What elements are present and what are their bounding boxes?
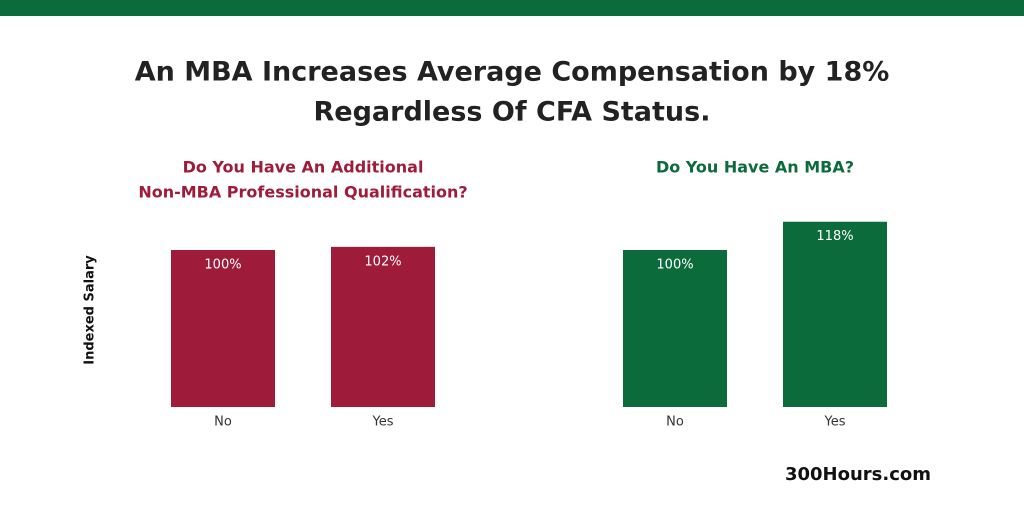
x-tick-label: Yes: [372, 415, 394, 430]
subplot-title: Do You Have An Additional: [183, 158, 424, 177]
x-tick-label: Yes: [824, 415, 846, 430]
bar: [783, 221, 887, 407]
value-label: 118%: [816, 229, 853, 244]
bar: [623, 250, 727, 407]
value-label: 102%: [364, 254, 401, 269]
value-label: 100%: [656, 258, 693, 273]
chart-title: An MBA Increases Average Compensation by…: [135, 57, 890, 88]
source: 300Hours.com: [785, 464, 931, 485]
x-tick-label: No: [666, 415, 684, 430]
value-label: 100%: [204, 258, 241, 273]
y-axis-label: Indexed Salary: [83, 255, 98, 365]
bar: [331, 246, 435, 407]
chart-title: Regardless Of CFA Status.: [314, 97, 711, 128]
subplot-title: Non-MBA Professional Qualification?: [138, 183, 467, 202]
x-tick-label: No: [214, 415, 232, 430]
top-band: [0, 0, 1024, 16]
subplot-title: Do You Have An MBA?: [656, 158, 854, 177]
bar: [171, 250, 275, 407]
